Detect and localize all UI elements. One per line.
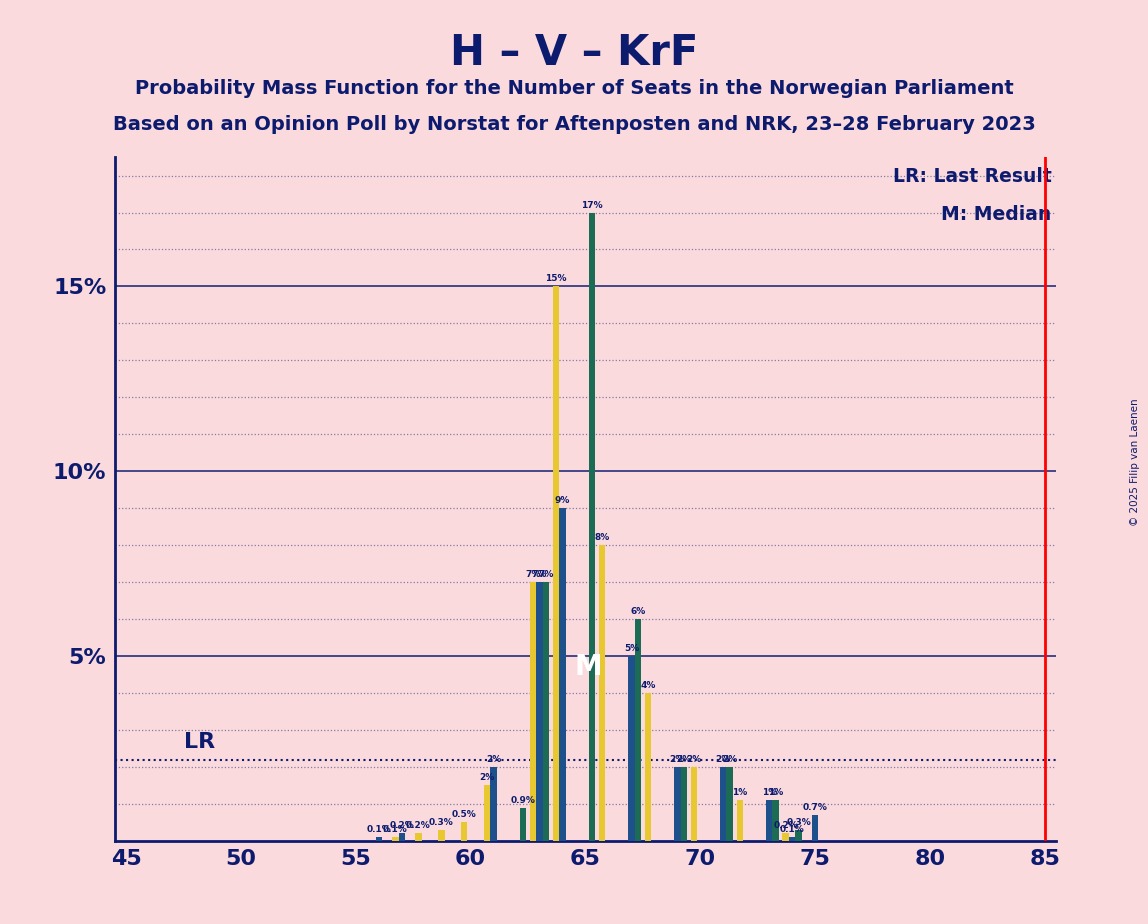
Text: 2%: 2% [486,755,502,764]
Text: 5%: 5% [623,644,639,653]
Bar [727,767,732,841]
Text: 17%: 17% [581,201,603,210]
Bar [691,767,697,841]
Text: 0.2%: 0.2% [406,821,430,831]
Bar [589,213,595,841]
Bar [559,508,566,841]
Bar [681,767,687,841]
Text: M: M [575,653,603,681]
Bar [783,833,789,841]
Bar [635,619,641,841]
Text: 9%: 9% [554,496,571,505]
Text: 0.1%: 0.1% [383,825,408,834]
Bar [599,545,605,841]
Text: 7%: 7% [538,570,553,579]
Text: M: Median: M: Median [941,205,1052,224]
Text: Based on an Opinion Poll by Norstat for Aftenposten and NRK, 23–28 February 2023: Based on an Opinion Poll by Norstat for … [113,116,1035,135]
Text: 2%: 2% [715,755,731,764]
Bar [812,815,819,841]
Bar [536,582,543,841]
Text: 7%: 7% [526,570,541,579]
Text: 0.1%: 0.1% [366,825,391,834]
Text: 0.3%: 0.3% [429,818,453,827]
Text: 1%: 1% [768,788,783,797]
Bar [484,785,490,841]
Text: 0.3%: 0.3% [786,818,810,827]
Bar [490,767,497,841]
Bar [530,582,536,841]
Text: 0.7%: 0.7% [802,803,828,812]
Text: 0.2%: 0.2% [389,821,414,831]
Bar [737,800,743,841]
Bar [766,800,773,841]
Text: 0.2%: 0.2% [774,821,798,831]
Bar [393,837,398,841]
Bar [520,808,526,841]
Bar [645,693,651,841]
Bar [796,830,801,841]
Bar [543,582,549,841]
Text: Probability Mass Function for the Number of Seats in the Norwegian Parliament: Probability Mass Function for the Number… [134,79,1014,98]
Text: 2%: 2% [722,755,737,764]
Text: 2%: 2% [676,755,691,764]
Text: 7%: 7% [532,570,548,579]
Text: 6%: 6% [630,607,645,616]
Text: LR: LR [184,732,215,752]
Bar [789,837,796,841]
Bar [375,837,382,841]
Text: © 2025 Filip van Laenen: © 2025 Filip van Laenen [1130,398,1140,526]
Bar [674,767,681,841]
Text: 0.1%: 0.1% [779,825,805,834]
Text: H – V – KrF: H – V – KrF [450,32,698,74]
Bar [720,767,727,841]
Text: 15%: 15% [545,274,567,284]
Text: 2%: 2% [669,755,685,764]
Text: 1%: 1% [761,788,777,797]
Bar [461,822,467,841]
Text: 8%: 8% [595,533,610,542]
Text: LR: Last Result: LR: Last Result [893,167,1052,187]
Bar [773,800,778,841]
Bar [628,656,635,841]
Bar [553,286,559,841]
Text: 2%: 2% [480,773,495,783]
Text: 2%: 2% [687,755,701,764]
Text: 0.9%: 0.9% [511,796,535,805]
Bar [398,833,405,841]
Text: 0.5%: 0.5% [452,810,476,820]
Text: 1%: 1% [732,788,747,797]
Bar [416,833,421,841]
Text: 4%: 4% [641,681,656,690]
Bar [439,830,444,841]
